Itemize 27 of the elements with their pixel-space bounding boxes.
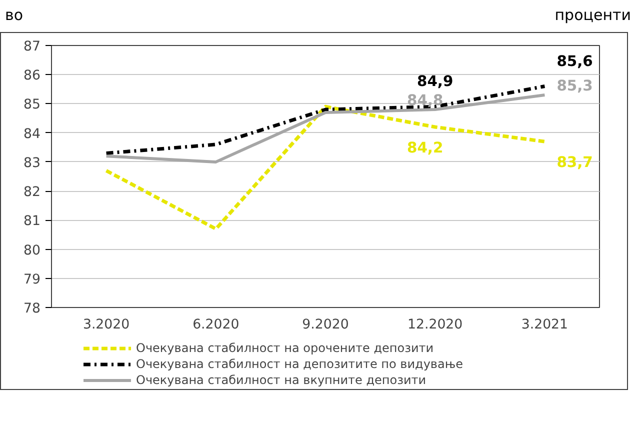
data-label: 84,9 bbox=[417, 73, 454, 90]
x-tick-label: 3.2020 bbox=[82, 318, 130, 332]
x-tick-label: 12.2020 bbox=[408, 318, 463, 332]
legend-label: Очекувана стабилност на вкупните депозити bbox=[136, 373, 426, 387]
y-tick-label: 86 bbox=[24, 68, 41, 84]
text: проценти bbox=[554, 5, 631, 26]
line-series bbox=[104, 93, 546, 164]
data-label: 85,3 bbox=[556, 77, 593, 94]
data-label: 84,8 bbox=[407, 92, 444, 110]
x-tick-label: 6.2020 bbox=[192, 318, 240, 332]
y-tick-label: 85 bbox=[24, 98, 41, 113]
data-label: 85,6 bbox=[556, 52, 593, 70]
y-tick-label: 87 bbox=[24, 40, 41, 54]
x-tick-label: 3.2021 bbox=[521, 318, 568, 332]
text: во bbox=[5, 5, 24, 26]
x-tick-label: 9.2020 bbox=[302, 318, 349, 332]
y-tick-label: 82 bbox=[24, 185, 41, 200]
y-tick-label: 78 bbox=[24, 302, 41, 316]
y-tick-label: 80 bbox=[24, 243, 41, 258]
legend-label: Очекувана стабилност на орочените депозити bbox=[136, 341, 434, 355]
data-label: 84,2 bbox=[407, 140, 444, 157]
y-tick-label: 84 bbox=[24, 126, 41, 142]
y-tick-label: 81 bbox=[24, 214, 41, 230]
data-label: 83,7 bbox=[556, 154, 593, 172]
y-tick-label: 83 bbox=[24, 156, 41, 171]
y-tick-label: 79 bbox=[24, 272, 41, 288]
legend-label: Очекувана стабилност на депозитите по видување bbox=[136, 357, 464, 371]
